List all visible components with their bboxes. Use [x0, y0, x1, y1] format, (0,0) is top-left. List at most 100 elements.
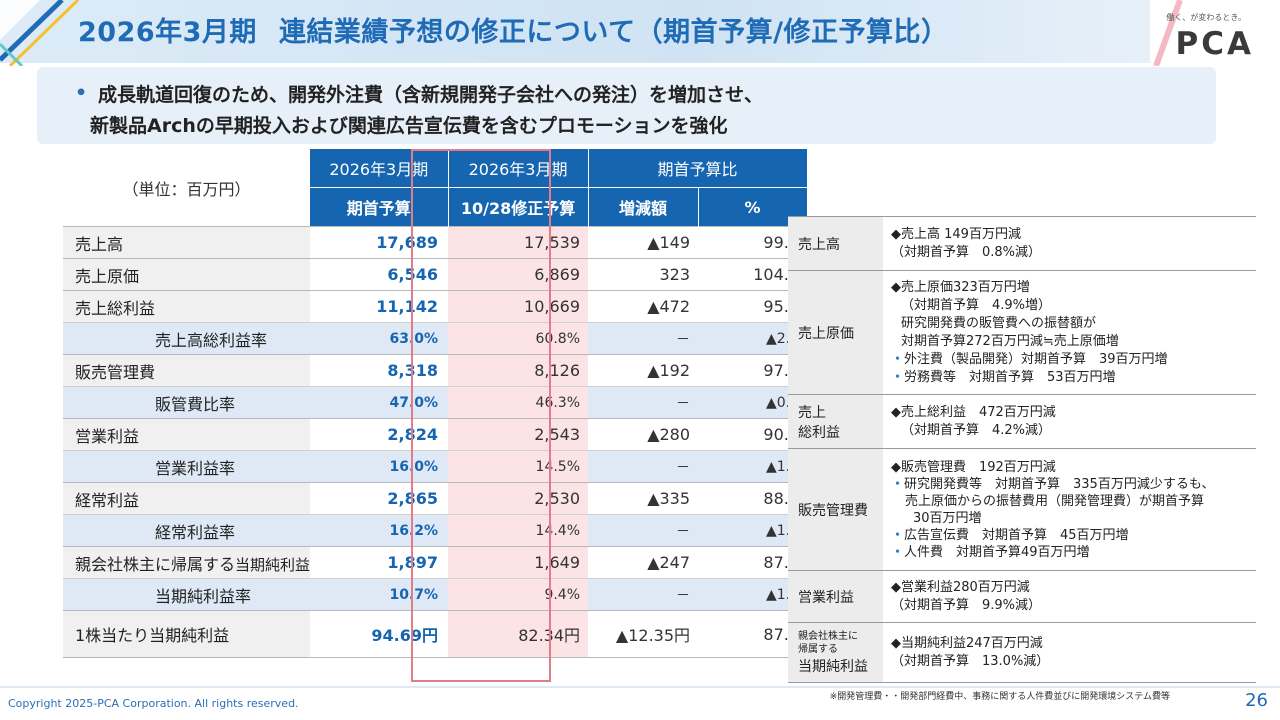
table-row: 売上総利益 11,142 10,669 ▲472 95.8 [63, 290, 808, 323]
budget-value: 6,546 [310, 258, 449, 291]
explanation-row: 営業利益 ◆営業利益280百万円減 （対期首予算 9.9%減） [788, 570, 1256, 623]
budget-value: 17,689 [310, 226, 449, 259]
table-row: 1株当たり当期純利益 94.69円 82.34円 ▲12.35円 87.0 [63, 610, 808, 658]
table-row: 営業利益率 16.0% 14.5% － ▲1.5 [63, 450, 808, 483]
explanation-row: 売上原価 ◆売上原価323百万円増 （対期首予算 4.9%増） 研究開発費の販管… [788, 270, 1256, 395]
explanation-label: 販売管理費 [788, 448, 883, 571]
col-budget-header: 2026年3月期 [310, 149, 449, 188]
row-label: 売上高総利益率 [63, 322, 311, 355]
row-label: 売上原価 [63, 258, 311, 291]
col-diff-sub: 増減額 [588, 187, 699, 227]
table-row: 経常利益 2,865 2,530 ▲335 88.3 [63, 482, 808, 515]
revised-value: 1,649 [448, 546, 589, 579]
diff-value: 323 [588, 258, 699, 291]
revised-value: 46.3% [448, 386, 589, 419]
explanation-label-line: 総利益 [798, 424, 840, 441]
row-label: 経常利益 [63, 482, 311, 515]
explanation-line: 対期首予算272百万円減≒売上原価増 [901, 333, 1119, 349]
budget-value: 1,897 [310, 546, 449, 579]
explanation-bullet: 研究開発費等 対期首予算 335百万円減少するも、 [891, 476, 1248, 493]
explanation-line: （対期首予算 9.9%減） [891, 597, 1042, 613]
explanation-line: 30百万円増 [913, 510, 982, 526]
pca-logo: PCA [1175, 26, 1254, 62]
explanation-line: （対期首予算 13.0%減） [891, 653, 1050, 669]
bullet-icon: • [75, 82, 88, 104]
pink-slash-decoration [1153, 0, 1183, 66]
table-row: 当期純利益率 10.7% 9.4% － ▲1.3 [63, 578, 808, 611]
table-row: 営業利益 2,824 2,543 ▲280 90.1 [63, 418, 808, 451]
table-row: 販管費比率 47.0% 46.3% － ▲0.7 [63, 386, 808, 419]
diff-value: － [588, 578, 699, 611]
footer-divider [0, 686, 1280, 688]
explanation-label: 売上 総利益 [788, 394, 883, 449]
diff-value: ▲335 [588, 482, 699, 515]
explanation-label-line: 売上 [798, 404, 826, 421]
explanation-label-main: 当期純利益 [798, 658, 868, 675]
diff-value: ▲192 [588, 354, 699, 387]
explanation-label-prefix: 親会社株主に [798, 630, 858, 642]
table-row: 売上高総利益率 63.0% 60.8% － ▲2.2 [63, 322, 808, 355]
explanation-row: 販売管理費 ◆販売管理費 192百万円減 研究開発費等 対期首予算 335百万円… [788, 448, 1256, 571]
explanation-label: 親会社株主に 帰属する 当期純利益 [788, 622, 883, 683]
revised-value: 17,539 [448, 226, 589, 259]
explanation-line: （対期首予算 4.9%増） [901, 297, 1052, 313]
budget-value: 2,865 [310, 482, 449, 515]
diff-value: － [588, 386, 699, 419]
budget-value: 2,824 [310, 418, 449, 451]
revised-value: 10,669 [448, 290, 589, 323]
copyright: Copyright 2025-PCA Corporation. All righ… [8, 697, 299, 710]
col-compare-header: 期首予算比 [588, 149, 808, 188]
explanation-row: 売上 総利益 ◆売上総利益 472百万円減 （対期首予算 4.2%減） [788, 394, 1256, 449]
explanation-line: ◆当期純利益247百万円減 [891, 635, 1043, 651]
row-label: 1株当たり当期純利益 [63, 610, 311, 658]
diff-value: ▲247 [588, 546, 699, 579]
unit-label: （単位：百万円） [63, 149, 311, 227]
budget-value: 16.2% [310, 514, 449, 547]
row-label: 販売管理費 [63, 354, 311, 387]
explanation-line: ◆販売管理費 192百万円減 [891, 459, 1056, 475]
explanation-row: 売上高 ◆売上高 149百万円減 （対期首予算 0.8%減） [788, 216, 1256, 271]
explanation-row: 親会社株主に 帰属する 当期純利益 ◆当期純利益247百万円減 （対期首予算 1… [788, 622, 1256, 683]
budget-value: 10.7% [310, 578, 449, 611]
budget-value: 47.0% [310, 386, 449, 419]
diff-value: ▲12.35円 [588, 610, 699, 658]
diff-value: ▲149 [588, 226, 699, 259]
explanation-label: 営業利益 [788, 570, 883, 623]
revised-value: 60.8% [448, 322, 589, 355]
explanation-bullet: 広告宣伝費 対期首予算 45百万円増 [891, 527, 1248, 544]
budget-value: 94.69円 [310, 610, 449, 658]
summary-line-2: 新製品Archの早期投入および関連広告宣伝費を含むプロモーションを強化 [90, 115, 728, 137]
col-pct-sub: % [698, 187, 808, 227]
revised-value: 14.4% [448, 514, 589, 547]
table-row: 販売管理費 8,318 8,126 ▲192 97.7 [63, 354, 808, 387]
page-number: 26 [1245, 690, 1268, 711]
budget-value: 63.0% [310, 322, 449, 355]
explanation-bullet: 労務費等 対期首予算 53百万円増 [891, 369, 1248, 387]
row-label: 営業利益 [63, 418, 311, 451]
corner-decoration [0, 0, 80, 66]
col-budget-sub: 期首予算 [310, 187, 449, 227]
title-band [0, 0, 1150, 63]
row-label: 売上総利益 [63, 290, 311, 323]
diff-value: － [588, 322, 699, 355]
revised-value: 2,543 [448, 418, 589, 451]
slogan: 働く、が変わるとき。 [1166, 13, 1246, 22]
revised-value: 2,530 [448, 482, 589, 515]
explanation-bullet: 人件費 対期首予算49百万円増 [891, 544, 1248, 561]
revised-value: 82.34円 [448, 610, 589, 658]
diff-value: － [588, 450, 699, 483]
summary-box [37, 67, 1216, 144]
row-label-prefix: 親会社株主に帰属する [75, 554, 236, 574]
explanation-bullet: 外注費（製品開発）対期首予算 39百万円増 [891, 351, 1248, 369]
explanation-line: ◆売上高 149百万円減 [891, 226, 1021, 242]
explanation-table: 売上高 ◆売上高 149百万円減 （対期首予算 0.8%減） 売上原価 ◆売上原… [788, 216, 1256, 683]
table-row: 親会社株主に帰属する当期純利益 1,897 1,649 ▲247 87.0 [63, 546, 808, 579]
explanation-line: ◆売上総利益 472百万円減 [891, 404, 1056, 420]
explanation-label: 売上原価 [788, 270, 883, 395]
financial-table: （単位：百万円） 2026年3月期 2026年3月期 期首予算比 期首予算 10… [63, 149, 808, 658]
explanation-line: 売上原価からの振替費用（開発管理費）が期首予算 [905, 493, 1205, 509]
table-row: 売上高 17,689 17,539 ▲149 99.2 [63, 226, 808, 259]
explanation-line: （対期首予算 4.2%減） [901, 422, 1052, 438]
row-label: 営業利益率 [63, 450, 311, 483]
explanation-label: 売上高 [788, 216, 883, 271]
